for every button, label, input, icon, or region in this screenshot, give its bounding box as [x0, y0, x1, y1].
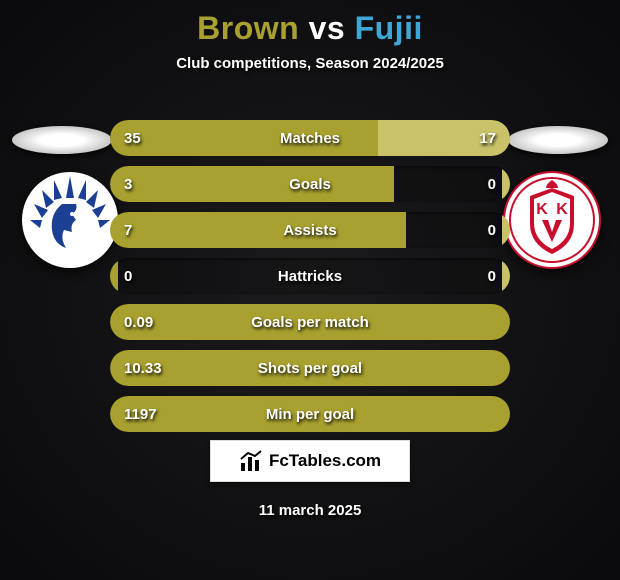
stat-row: 0.09Goals per match: [110, 304, 510, 340]
team-crest-right: K K: [502, 170, 602, 270]
stat-row: 10.33Shots per goal: [110, 350, 510, 386]
stat-row: 3 0Goals: [110, 166, 510, 202]
stat-label: Shots per goal: [110, 350, 510, 386]
stat-value-left: 1197: [124, 396, 157, 432]
shadow-left: [12, 126, 112, 154]
player2-name: Fujii: [355, 10, 423, 46]
stat-value-left: 7: [124, 212, 132, 248]
stat-value-left: 0.09: [124, 304, 153, 340]
stat-row: 0 0Hattricks: [110, 258, 510, 294]
stat-value-right: 0: [488, 166, 496, 202]
chart-icon: [239, 449, 263, 473]
shadow-right: [508, 126, 608, 154]
svg-text:K: K: [536, 201, 548, 218]
stat-label: Min per goal: [110, 396, 510, 432]
stat-value-left: 3: [124, 166, 132, 202]
stat-row: 1197Min per goal: [110, 396, 510, 432]
svg-text:K: K: [556, 201, 568, 218]
stat-value-right: 0: [488, 258, 496, 294]
date-text: 11 march 2025: [0, 502, 620, 519]
stat-label: Assists: [110, 212, 510, 248]
brand-text: FcTables.com: [269, 451, 381, 471]
comparison-title: Brown vs Fujii: [0, 0, 620, 47]
stat-value-right: 0: [488, 212, 496, 248]
stat-label: Matches: [110, 120, 510, 156]
subtitle: Club competitions, Season 2024/2025: [0, 55, 620, 72]
stat-row: 7 0Assists: [110, 212, 510, 248]
stat-label: Goals per match: [110, 304, 510, 340]
stat-value-right: 17: [479, 120, 496, 156]
stat-label: Hattricks: [110, 258, 510, 294]
brand-box[interactable]: FcTables.com: [210, 440, 410, 482]
team-crest-left: [20, 170, 120, 270]
stat-value-left: 35: [124, 120, 141, 156]
stat-row: 35 17Matches: [110, 120, 510, 156]
stat-value-left: 10.33: [124, 350, 162, 386]
stat-value-left: 0: [124, 258, 132, 294]
stats-container: 3517Matches30Goals70Assists00Hattricks0.…: [110, 120, 510, 442]
player1-name: Brown: [197, 10, 299, 46]
vs-text: vs: [309, 10, 346, 46]
stat-label: Goals: [110, 166, 510, 202]
